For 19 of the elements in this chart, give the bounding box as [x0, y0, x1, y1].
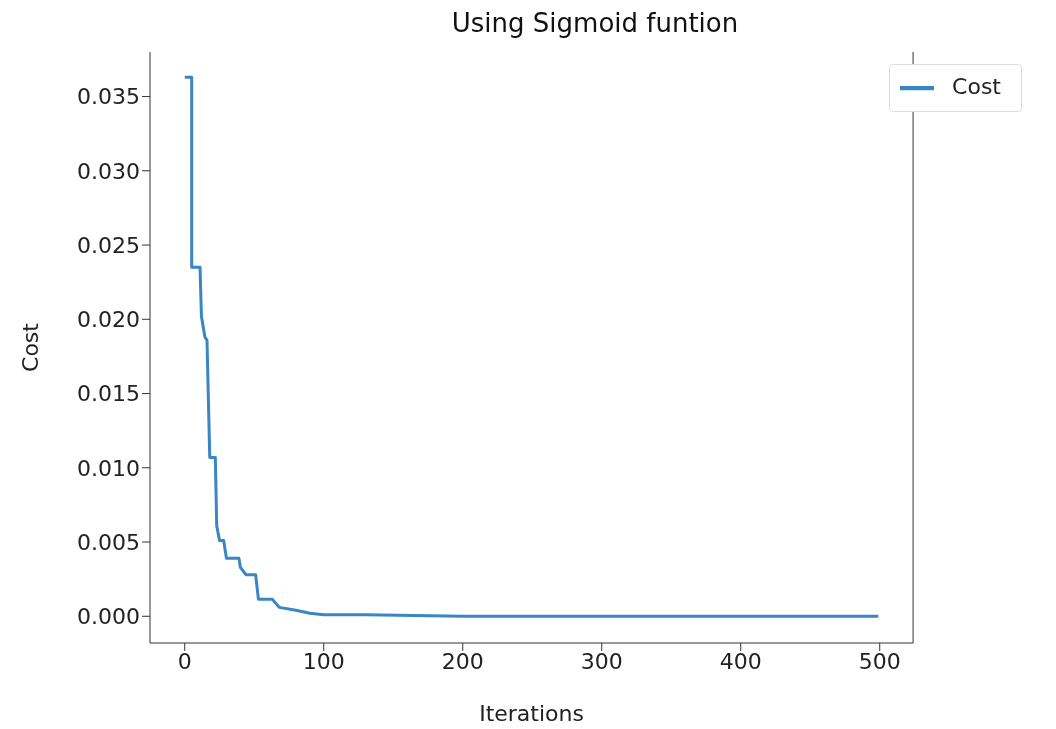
- y-tick-label: 0.035: [77, 84, 140, 110]
- legend-label: Cost: [952, 74, 1001, 99]
- x-tick-label: 0: [177, 648, 192, 674]
- y-tick-label: 0.015: [77, 381, 140, 407]
- x-tick-label: 300: [580, 648, 623, 674]
- chart-title: Using Sigmoid funtion: [450, 8, 740, 38]
- x-tick-label: 100: [302, 648, 345, 674]
- x-tick-label: 400: [719, 648, 762, 674]
- y-tick-label: 0.005: [77, 529, 140, 555]
- x-axis-title: Iterations: [479, 700, 584, 726]
- y-tick-label: 0.010: [77, 455, 140, 481]
- y-tick-label: 0.000: [77, 604, 140, 630]
- y-tick-label: 0.030: [77, 158, 140, 184]
- y-tick-label: 0.025: [77, 232, 140, 258]
- y-axis-title: Cost: [17, 322, 43, 372]
- x-tick-label: 500: [858, 648, 901, 674]
- y-tick-label: 0.020: [77, 307, 140, 333]
- x-tick-label: 200: [441, 648, 484, 674]
- line-series: [183, 75, 880, 618]
